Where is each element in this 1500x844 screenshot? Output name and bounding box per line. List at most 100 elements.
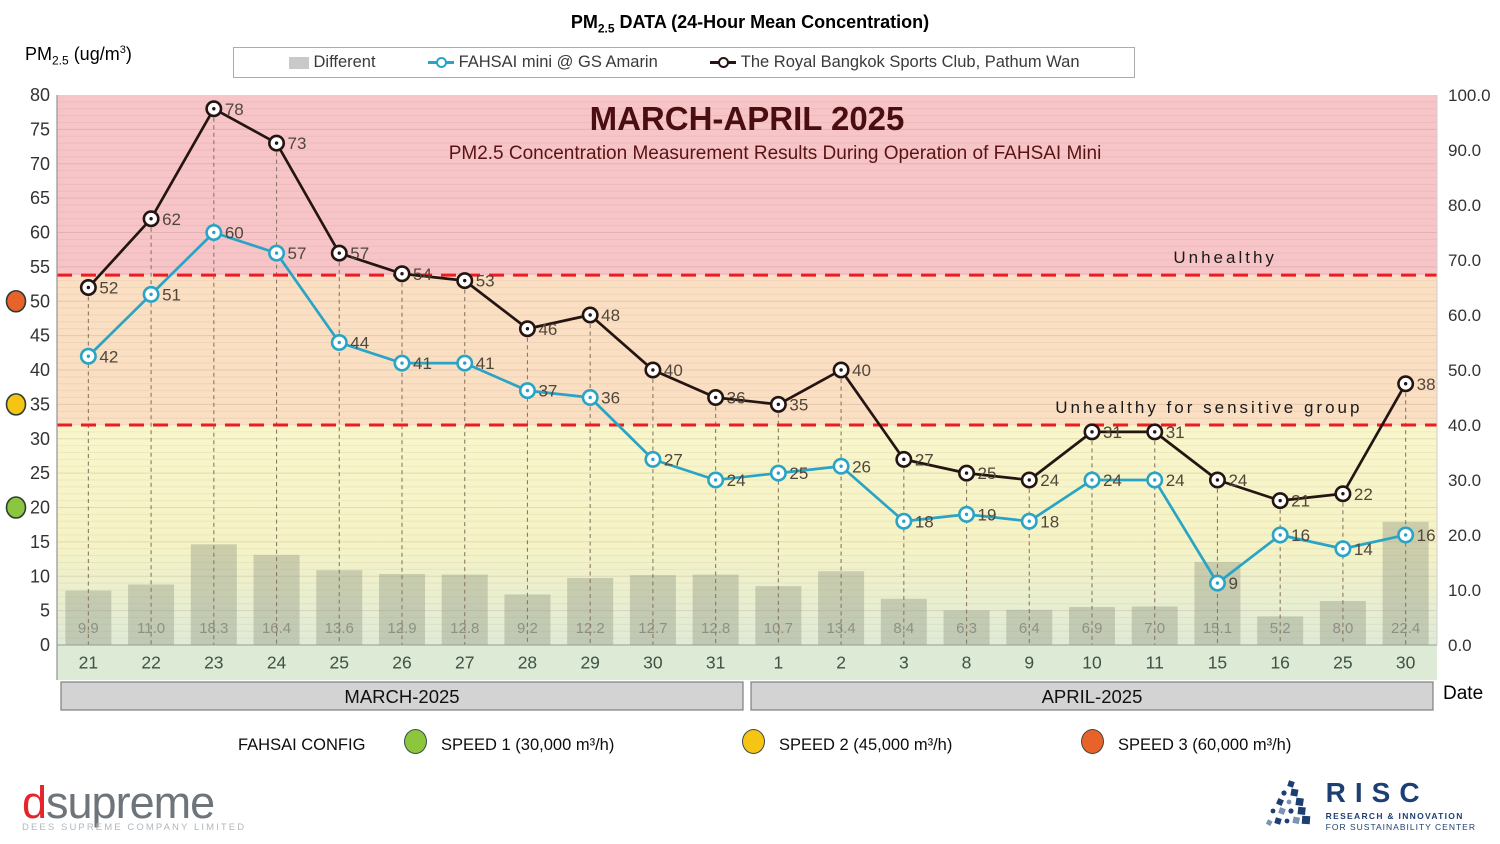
svg-text:10.7: 10.7	[764, 620, 793, 637]
svg-text:APRIL-2025: APRIL-2025	[1042, 686, 1143, 707]
chart-legend: Different FAHSAI mini @ GS Amarin The Ro…	[233, 47, 1135, 78]
page-title-prefix: PM	[570, 12, 598, 32]
svg-text:70.0: 70.0	[1448, 251, 1481, 270]
fahsai-config-legend: FAHSAI CONFIG SPEED 1 (30,000 m³/h) SPEE…	[0, 727, 1500, 767]
svg-text:26: 26	[392, 653, 411, 673]
svg-text:30: 30	[1396, 653, 1416, 673]
svg-text:35: 35	[30, 394, 50, 414]
svg-text:100.0: 100.0	[1448, 86, 1491, 105]
page-title-subscript: 2.5	[597, 21, 615, 36]
svg-text:9.2: 9.2	[517, 620, 538, 637]
svg-text:65: 65	[30, 188, 50, 208]
svg-text:40.0: 40.0	[1448, 416, 1481, 435]
svg-text:27: 27	[455, 653, 474, 673]
legend-label-fahsai-mini: FAHSAI mini @ GS Amarin	[458, 53, 658, 71]
svg-text:16: 16	[1417, 526, 1436, 545]
svg-text:41: 41	[413, 354, 432, 373]
svg-text:40: 40	[852, 361, 871, 380]
svg-text:53: 53	[476, 272, 495, 291]
svg-text:40: 40	[30, 360, 50, 380]
config-legend-title: FAHSAI CONFIG	[238, 736, 366, 754]
svg-text:36: 36	[727, 389, 746, 408]
svg-text:38: 38	[1417, 375, 1436, 394]
svg-text:27: 27	[664, 450, 683, 469]
speed3-dot-icon	[1081, 729, 1104, 754]
svg-text:MARCH-APRIL 2025: MARCH-APRIL 2025	[590, 100, 905, 137]
svg-text:10.0: 10.0	[1448, 581, 1481, 600]
svg-text:21: 21	[1291, 492, 1310, 511]
dsupreme-logo: dsupreme DEES SUPREME COMPANY LIMITED	[22, 780, 246, 833]
risc-name: RISC	[1325, 777, 1429, 808]
risc-logo: RISC RESEARCH & INNOVATION FOR SUSTAINAB…	[1265, 777, 1476, 833]
svg-text:27: 27	[915, 450, 934, 469]
svg-text:18: 18	[915, 512, 934, 531]
risc-logo-text: RISC RESEARCH & INNOVATION FOR SUSTAINAB…	[1325, 777, 1476, 833]
risc-subtitle-1: RESEARCH & INNOVATION	[1325, 811, 1464, 821]
svg-text:9: 9	[1228, 574, 1237, 593]
svg-text:16: 16	[1270, 653, 1289, 673]
svg-text:24: 24	[1103, 471, 1122, 490]
page-title: PM2.5 DATA (24-Hour Mean Concentration)	[0, 12, 1500, 36]
svg-text:36: 36	[601, 389, 620, 408]
svg-text:Unhealthy: Unhealthy	[1173, 248, 1277, 267]
svg-text:PM2.5 Concentration Measuremen: PM2.5 Concentration Measurement Results …	[449, 143, 1102, 164]
svg-text:6.4: 6.4	[1019, 620, 1040, 637]
svg-text:31: 31	[1166, 423, 1185, 442]
svg-text:37: 37	[538, 382, 557, 401]
svg-text:11: 11	[1146, 653, 1164, 673]
svg-text:19: 19	[978, 505, 997, 524]
svg-text:42: 42	[99, 347, 118, 366]
speed1-label: SPEED 1 (30,000 m³/h)	[441, 736, 615, 754]
svg-text:35: 35	[789, 395, 808, 414]
svg-text:62: 62	[162, 210, 181, 229]
svg-text:31: 31	[1103, 423, 1122, 442]
svg-text:25: 25	[1333, 653, 1352, 673]
svg-text:14: 14	[1354, 540, 1373, 559]
svg-text:44: 44	[350, 334, 369, 353]
svg-text:15: 15	[1208, 653, 1227, 673]
svg-text:0: 0	[40, 635, 50, 655]
svg-text:52: 52	[99, 279, 118, 298]
svg-text:8: 8	[962, 653, 972, 673]
line-marker-icon	[709, 56, 736, 68]
svg-text:10: 10	[1082, 653, 1102, 673]
svg-text:2: 2	[836, 653, 846, 673]
svg-text:48: 48	[601, 306, 620, 325]
svg-text:3: 3	[899, 653, 909, 673]
svg-text:78: 78	[225, 100, 244, 119]
svg-text:24: 24	[1228, 471, 1247, 490]
svg-text:15: 15	[30, 532, 50, 552]
svg-text:29: 29	[580, 653, 599, 673]
svg-text:30: 30	[643, 653, 663, 673]
svg-text:57: 57	[350, 244, 369, 263]
speed1-dot-icon	[404, 729, 427, 754]
svg-text:40: 40	[664, 361, 683, 380]
legend-label-different: Different	[313, 53, 376, 71]
svg-text:12.2: 12.2	[576, 620, 605, 637]
svg-text:Unhealthy for sensitive group: Unhealthy for sensitive group	[1055, 398, 1362, 417]
svg-text:55: 55	[30, 257, 50, 277]
svg-text:31: 31	[706, 653, 725, 673]
svg-text:9: 9	[1024, 653, 1034, 673]
svg-text:24: 24	[267, 653, 287, 673]
speed2-label: SPEED 2 (45,000 m³/h)	[779, 736, 953, 754]
svg-text:50.0: 50.0	[1448, 361, 1481, 380]
svg-text:23: 23	[204, 653, 223, 673]
svg-text:70: 70	[30, 154, 50, 174]
svg-text:80.0: 80.0	[1448, 196, 1481, 215]
svg-text:60.0: 60.0	[1448, 306, 1481, 325]
svg-text:0.0: 0.0	[1448, 636, 1472, 655]
bar-swatch-icon	[288, 56, 309, 69]
svg-text:75: 75	[30, 119, 50, 139]
svg-text:5: 5	[40, 601, 50, 621]
svg-text:24: 24	[1166, 471, 1185, 490]
svg-text:1: 1	[773, 653, 783, 673]
svg-text:18: 18	[1040, 512, 1059, 531]
svg-text:12.8: 12.8	[701, 620, 730, 637]
dsupreme-tagline: DEES SUPREME COMPANY LIMITED	[22, 822, 247, 833]
chart-canvas: MARCH-2025 APRIL-2025 21 22 23 24 25 26 27 28 29 30…	[0, 85, 1500, 725]
svg-text:13.6: 13.6	[325, 620, 354, 637]
line-marker-icon	[427, 56, 454, 68]
svg-text:30.0: 30.0	[1448, 471, 1481, 490]
